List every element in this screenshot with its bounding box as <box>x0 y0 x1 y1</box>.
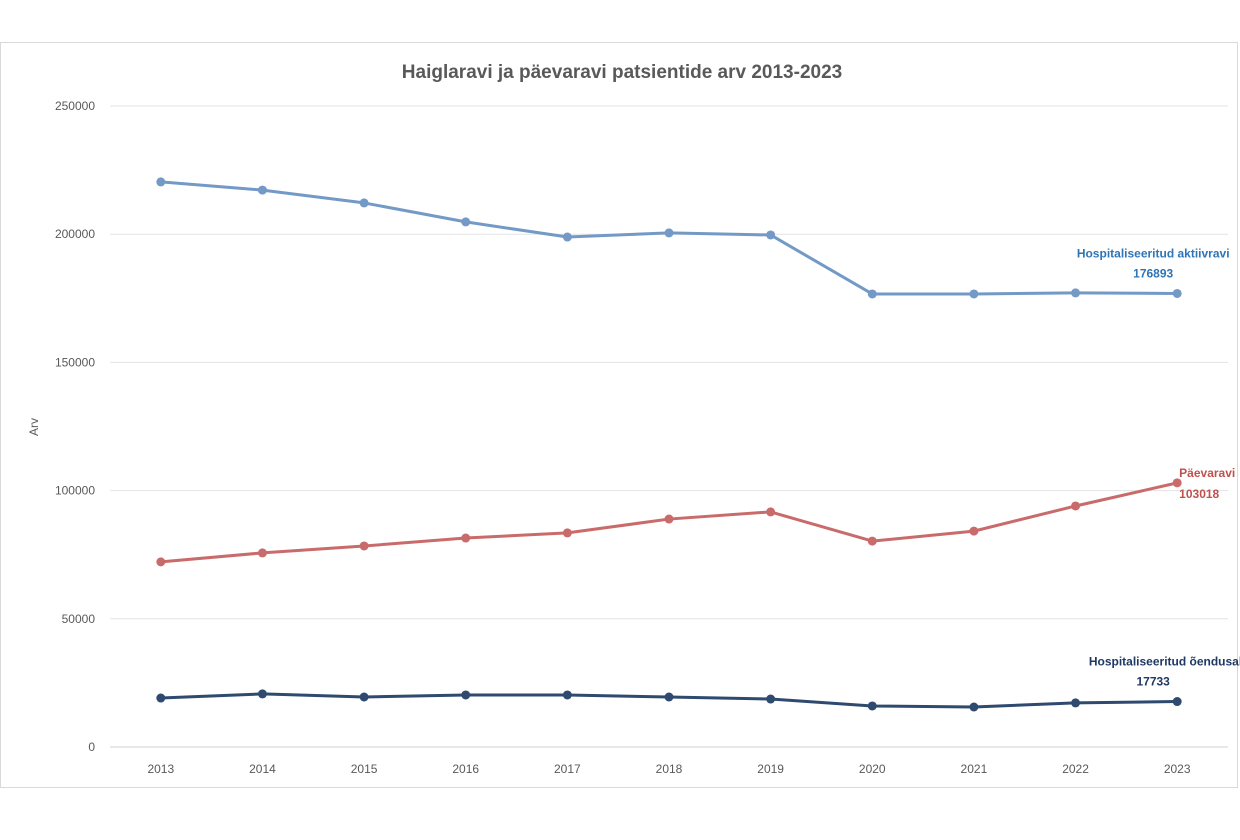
data-point <box>461 690 471 700</box>
data-point <box>156 177 166 187</box>
series-line <box>160 180 1178 296</box>
series-name-label: Hospitaliseeritud õendusabi <box>1089 655 1240 669</box>
x-tick-label: 2014 <box>249 762 276 776</box>
series-value-label: 17733 <box>1136 675 1170 689</box>
data-point <box>461 217 471 227</box>
data-point <box>562 528 572 538</box>
data-point <box>969 289 979 299</box>
x-tick-label: 2022 <box>1062 762 1089 776</box>
data-point <box>867 289 877 299</box>
data-point <box>969 702 979 712</box>
series-name-label: Hospitaliseeritud aktiivravi <box>1077 246 1230 260</box>
x-tick-label: 2019 <box>757 762 784 776</box>
y-tick-label: 0 <box>88 740 95 754</box>
x-tick-label: 2020 <box>859 762 886 776</box>
data-point <box>562 690 572 700</box>
data-point <box>1071 288 1081 298</box>
data-point <box>156 693 166 703</box>
data-point <box>664 514 674 524</box>
data-point <box>766 694 776 704</box>
x-tick-label: 2018 <box>656 762 683 776</box>
series-name-label: Päevaravi <box>1179 466 1235 480</box>
y-tick-label: 100000 <box>55 484 95 498</box>
data-point <box>867 536 877 546</box>
data-point <box>867 701 877 711</box>
x-tick-label: 2013 <box>147 762 174 776</box>
data-point <box>1172 478 1182 488</box>
data-point <box>664 228 674 238</box>
x-tick-label: 2017 <box>554 762 581 776</box>
data-point <box>257 185 267 195</box>
y-tick-label: 250000 <box>55 99 95 113</box>
data-point <box>257 548 267 558</box>
series-value-label: 176893 <box>1133 266 1173 280</box>
y-tick-label: 150000 <box>55 355 95 369</box>
data-point <box>664 692 674 702</box>
data-point <box>1172 288 1182 298</box>
data-point <box>766 230 776 240</box>
data-point <box>766 507 776 517</box>
data-point <box>359 198 369 208</box>
data-point <box>359 541 369 551</box>
data-point <box>1071 698 1081 708</box>
x-tick-label: 2015 <box>351 762 378 776</box>
chart-title: Haiglaravi ja päevaravi patsientide arv … <box>402 62 842 83</box>
y-axis-label: Arv <box>27 418 41 436</box>
data-point <box>156 557 166 567</box>
x-tick-label: 2016 <box>452 762 479 776</box>
data-point <box>1071 501 1081 511</box>
chart-frame <box>0 42 1238 788</box>
data-point <box>461 533 471 543</box>
data-point <box>562 232 572 242</box>
y-tick-label: 50000 <box>62 612 96 626</box>
data-point <box>969 526 979 536</box>
data-point <box>257 689 267 699</box>
data-point <box>1172 697 1182 707</box>
y-tick-label: 200000 <box>55 227 95 241</box>
x-tick-label: 2021 <box>961 762 988 776</box>
x-tick-label: 2023 <box>1164 762 1191 776</box>
data-point <box>359 692 369 702</box>
series-value-label: 103018 <box>1179 487 1219 501</box>
